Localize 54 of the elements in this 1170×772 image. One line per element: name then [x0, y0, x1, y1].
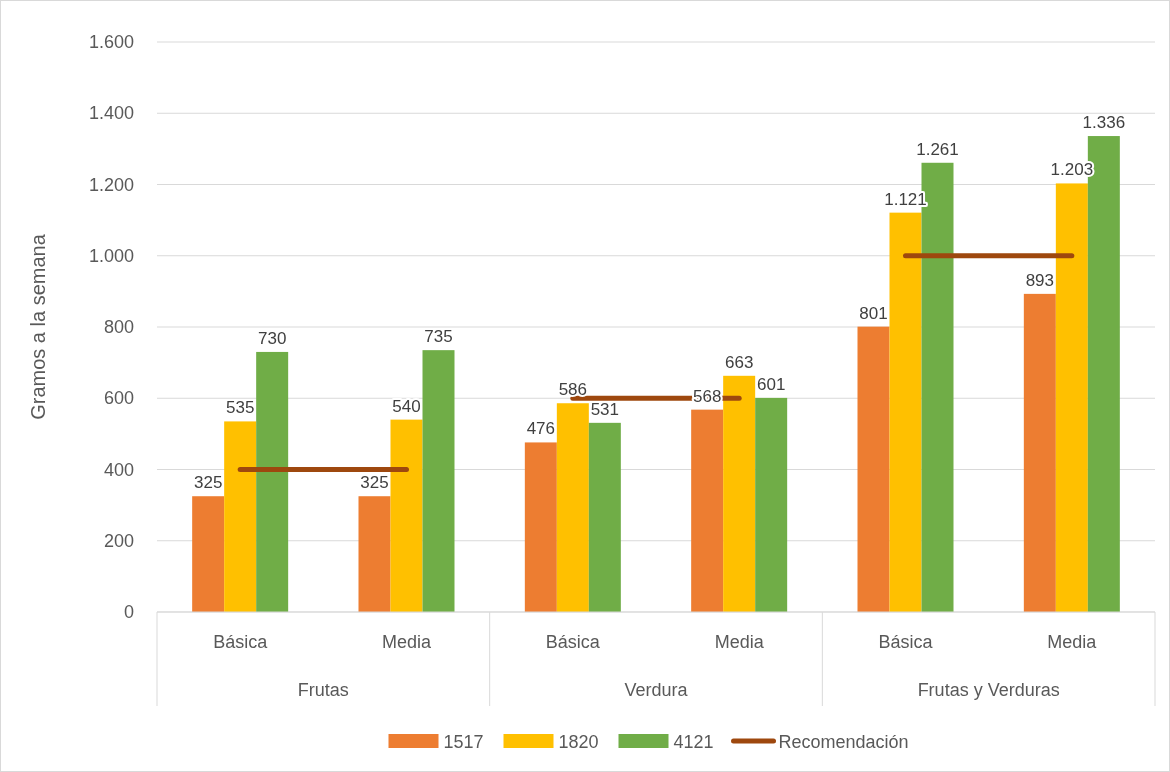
- text: Frutas y Verduras: [917, 680, 1060, 700]
- bar: [755, 397, 788, 612]
- bar: [1023, 293, 1056, 612]
- bar: [691, 409, 724, 612]
- bar: [556, 403, 589, 612]
- data-label: 735: [424, 327, 453, 347]
- data-label: 535: [225, 398, 255, 418]
- data-label: 601: [756, 374, 786, 394]
- text: Frutas: [297, 680, 349, 700]
- data-label: 476: [526, 419, 556, 439]
- x-tick-label: Media: [714, 632, 765, 652]
- bar: [857, 326, 890, 612]
- legend-label: 1820: [558, 732, 599, 752]
- y-tick-label: 600: [103, 388, 134, 409]
- data-label: 1.336: [1082, 113, 1126, 133]
- y-tick-label: 1.200: [88, 174, 134, 195]
- bar: [524, 442, 557, 612]
- y-tick-label: 200: [103, 530, 134, 551]
- bar: [256, 351, 289, 612]
- data-label: 531: [590, 399, 620, 419]
- bar: [390, 419, 423, 612]
- bar: [889, 212, 922, 612]
- legend-label: 4121: [673, 732, 714, 752]
- data-label: 325: [360, 473, 389, 493]
- data-label: 893: [1025, 270, 1055, 290]
- text: Verdura: [624, 680, 689, 700]
- bar: [224, 421, 257, 612]
- data-label: 1.261: [916, 139, 959, 159]
- x-tick-label: Media: [1047, 632, 1098, 652]
- x-tick-label: Media: [381, 632, 432, 652]
- data-label: 325: [193, 473, 223, 493]
- y-tick-label: 400: [103, 459, 134, 480]
- y-tick-label: 1.600: [88, 32, 134, 52]
- bar: [422, 350, 455, 612]
- y-tick-label: 0: [123, 602, 134, 622]
- bar: [723, 375, 756, 612]
- x-tick-label: Básica: [213, 632, 269, 652]
- data-label: 730: [257, 328, 287, 348]
- bar: [588, 422, 621, 612]
- y-axis-title: Gramos a la semana: [27, 233, 49, 420]
- y-tick-label: 1.400: [88, 103, 134, 124]
- data-label: 540: [392, 396, 421, 416]
- data-label: 801: [859, 303, 888, 323]
- data-label: 663: [724, 352, 754, 372]
- y-tick-label: 1.000: [88, 245, 134, 266]
- bar: [358, 496, 391, 612]
- data-label: 586: [558, 380, 588, 400]
- legend-label: Recomendación: [778, 732, 909, 752]
- y-tick-label: 800: [103, 317, 134, 337]
- x-tick-label: Básica: [545, 632, 601, 652]
- bar: [1055, 183, 1088, 612]
- legend-label: 1517: [443, 732, 484, 752]
- x-tick-label: Básica: [878, 632, 934, 652]
- bar: [192, 496, 225, 612]
